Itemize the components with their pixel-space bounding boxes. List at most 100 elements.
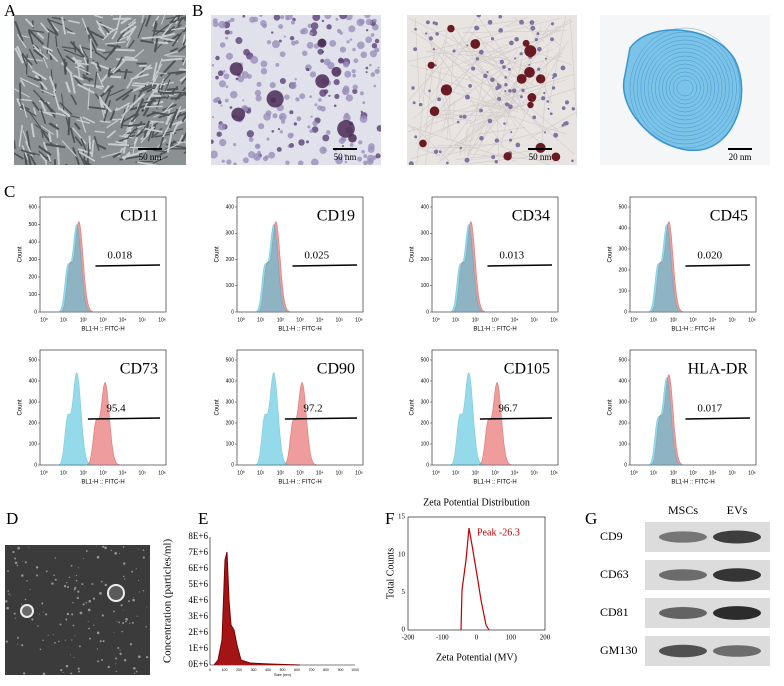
cell: [306, 140, 309, 144]
nucleus: [519, 95, 523, 99]
cell: [93, 136, 100, 151]
cell: [339, 15, 347, 20]
y-tick-label: 0: [624, 462, 627, 468]
speck: [96, 648, 99, 650]
cell: [163, 25, 176, 36]
speck: [85, 601, 88, 604]
speck: [68, 577, 70, 579]
cell: [365, 36, 373, 44]
x-axis-label: BL1-H :: FITC-H: [81, 327, 124, 333]
speck: [66, 612, 70, 616]
cell: [294, 40, 299, 45]
cell: [65, 55, 76, 64]
cell: [70, 94, 78, 106]
cell: [184, 15, 186, 21]
y-tick-label: 400: [619, 225, 628, 231]
cell: [105, 41, 126, 45]
cell: [426, 30, 453, 122]
cell: [263, 112, 271, 121]
cell: [218, 122, 226, 131]
nucleus: [532, 115, 537, 120]
cell: [407, 79, 567, 133]
nucleus: [507, 67, 511, 71]
cell: [141, 84, 153, 90]
cell: [415, 18, 420, 103]
cell: [180, 76, 186, 85]
cell: [44, 111, 58, 115]
cell: [479, 119, 491, 146]
pellet-ring: [672, 75, 698, 101]
cell: [335, 156, 344, 165]
cell: [259, 15, 263, 17]
cell: [141, 35, 163, 40]
speck: [82, 603, 85, 606]
y-tick-label: 500: [421, 357, 430, 363]
cell: [221, 159, 225, 163]
x-tick-label: 10³: [99, 317, 107, 323]
cell: [513, 16, 545, 43]
speck: [51, 582, 54, 585]
cell: [427, 19, 521, 34]
cell: [101, 151, 122, 159]
cell: [211, 64, 215, 67]
lipid: [419, 139, 427, 148]
cell: [362, 101, 366, 105]
y-tick-label: 100: [226, 441, 235, 447]
cell: [365, 18, 373, 26]
scale-bar-label: 50 nm: [529, 152, 552, 162]
x-axis-label: BL1-H :: FITC-H: [671, 327, 714, 333]
cell: [119, 135, 134, 139]
nucleus: [425, 20, 430, 25]
nucleus: [459, 115, 463, 119]
nucleus: [434, 64, 437, 67]
cell: [425, 73, 473, 91]
speck: [77, 567, 79, 569]
x-tick-label: 100: [222, 668, 228, 672]
cell: [166, 131, 173, 153]
x-tick-label: 300: [251, 668, 257, 672]
cell: [132, 82, 149, 86]
cell: [69, 127, 76, 144]
y-tick-label: 300: [29, 257, 38, 263]
cell: [356, 41, 365, 50]
nucleus: [428, 89, 431, 93]
deposit: [337, 120, 355, 138]
speck: [146, 655, 149, 659]
nucleus: [508, 88, 512, 93]
nucleus: [498, 15, 503, 19]
nucleus: [408, 161, 414, 165]
cell: [106, 119, 119, 129]
speck: [85, 550, 88, 553]
cell: [458, 51, 511, 53]
cell: [462, 30, 567, 33]
cell: [479, 38, 510, 84]
cell: [83, 83, 105, 88]
cell: [216, 131, 222, 137]
pellet-ring: [676, 79, 694, 97]
speck: [135, 568, 137, 570]
y-tick-label: 400: [29, 378, 38, 384]
speck: [132, 598, 135, 602]
cell: [96, 48, 106, 52]
nucleus: [552, 72, 558, 78]
x-tick-label: 10¹: [650, 470, 658, 476]
x-tick-label: 10⁶: [550, 317, 558, 323]
speck: [97, 660, 100, 663]
speck: [128, 600, 130, 603]
nucleus: [433, 149, 439, 154]
cell: [256, 144, 260, 148]
y-tick-label: 300: [226, 231, 235, 237]
cell: [182, 38, 186, 46]
cell: [290, 20, 296, 25]
speck: [58, 640, 60, 643]
cell: [45, 160, 47, 165]
speck: [142, 556, 145, 559]
nucleus: [437, 97, 442, 102]
cell: [153, 74, 159, 83]
cell: [278, 39, 282, 43]
cell: [437, 119, 485, 164]
y-tick-label: 200: [226, 257, 235, 263]
nucleus: [497, 96, 502, 101]
cell: [31, 69, 47, 81]
cell: [215, 55, 220, 61]
